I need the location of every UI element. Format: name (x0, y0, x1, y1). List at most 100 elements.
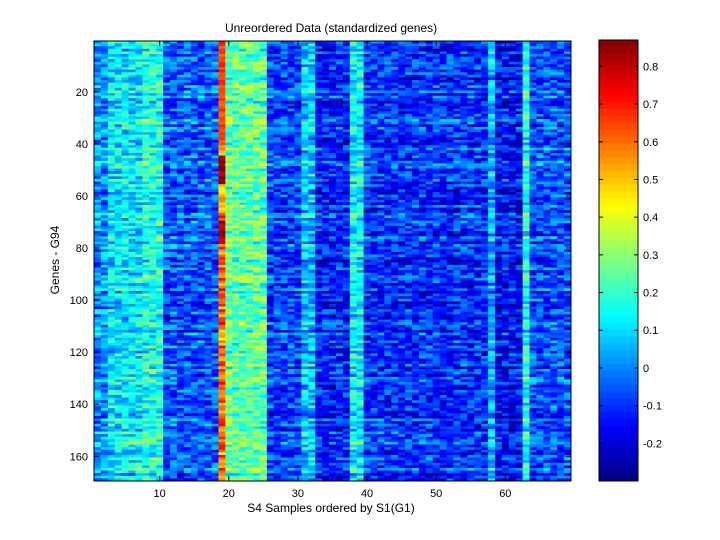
heatmap-cell (543, 98, 551, 102)
heatmap-cell (460, 207, 468, 211)
heatmap-cell (453, 129, 461, 133)
heatmap-cell (163, 116, 171, 120)
heatmap-cell (418, 103, 427, 107)
heatmap-cell (308, 77, 316, 81)
heatmap-cell (301, 134, 309, 138)
heatmap-cell (460, 59, 468, 63)
heatmap-cell (170, 54, 178, 58)
heatmap-cell (135, 67, 143, 71)
heatmap-cell (218, 64, 226, 68)
heatmap-cell (564, 67, 572, 71)
heatmap-cell (467, 155, 475, 159)
heatmap-cell (239, 85, 247, 89)
heatmap-cell (149, 202, 157, 206)
heatmap-cell (315, 171, 323, 175)
heatmap-cell (280, 77, 288, 81)
heatmap-cell (481, 160, 489, 164)
heatmap-cell (273, 139, 282, 143)
heatmap-cell (121, 126, 129, 130)
heatmap-cell (550, 220, 558, 224)
heatmap-cell (391, 87, 399, 91)
heatmap-cell (204, 181, 212, 185)
heatmap-cell (211, 41, 219, 44)
heatmap-cell (335, 80, 344, 84)
heatmap-cell (412, 225, 420, 229)
heatmap-cell (94, 228, 102, 232)
heatmap-cell (329, 186, 337, 190)
heatmap-cell (384, 134, 392, 138)
heatmap-cell (349, 129, 358, 133)
heatmap-cell (384, 155, 392, 159)
heatmap-cell (114, 93, 123, 97)
heatmap-cell (349, 171, 358, 175)
heatmap-cell (446, 155, 454, 159)
heatmap-cell (218, 54, 226, 58)
heatmap-cell (204, 171, 212, 175)
heatmap-cell (94, 113, 102, 117)
heatmap-cell (211, 54, 219, 58)
heatmap-cell (488, 189, 496, 193)
heatmap-cell (405, 82, 413, 86)
heatmap-cell (494, 98, 503, 102)
heatmap-cell (156, 218, 164, 222)
heatmap-cell (508, 139, 517, 143)
heatmap-cell (522, 59, 530, 63)
heatmap-cell (287, 77, 295, 81)
heatmap-cell (170, 51, 178, 55)
heatmap-cell (225, 168, 233, 172)
heatmap-cell (218, 100, 226, 104)
heatmap-cell (522, 111, 530, 115)
heatmap-cell (170, 103, 178, 107)
heatmap-cell (239, 152, 247, 156)
heatmap-cell (467, 129, 475, 133)
heatmap-cell (460, 124, 468, 128)
heatmap-cell (439, 129, 447, 133)
heatmap-cell (273, 77, 282, 81)
heatmap-cell (384, 129, 392, 133)
heatmap-cell (342, 134, 351, 138)
heatmap-cell (557, 126, 565, 130)
heatmap-cell (183, 113, 192, 117)
heatmap-cell (156, 205, 164, 209)
heatmap-cell (176, 132, 185, 136)
heatmap-cell (543, 51, 551, 55)
heatmap-cell (142, 129, 150, 133)
heatmap-cell (557, 139, 565, 143)
heatmap-cell (322, 56, 330, 60)
heatmap-cell (128, 215, 136, 219)
heatmap-cell (183, 87, 192, 91)
heatmap-cell (287, 223, 295, 227)
heatmap-cell (557, 69, 565, 73)
heatmap-cell (149, 116, 157, 120)
heatmap-cell (266, 103, 275, 107)
heatmap-cell (363, 205, 371, 209)
heatmap-cell (100, 124, 109, 128)
heatmap-cell (142, 189, 150, 193)
heatmap-cell (280, 150, 288, 154)
heatmap-cell (342, 142, 351, 146)
heatmap-cell (114, 126, 123, 130)
heatmap-cell (197, 80, 206, 84)
heatmap-cell (170, 46, 178, 50)
heatmap-cell (349, 178, 358, 182)
heatmap-cell (239, 77, 247, 81)
heatmap-cell (225, 95, 233, 99)
heatmap-cell (204, 210, 212, 214)
heatmap-cell (204, 186, 212, 190)
heatmap-cell (398, 225, 406, 229)
heatmap-cell (121, 152, 129, 156)
heatmap-cell (453, 98, 461, 102)
heatmap-cell (114, 142, 123, 146)
heatmap-cell (467, 132, 475, 136)
heatmap-cell (170, 87, 178, 91)
heatmap-cell (439, 218, 447, 222)
heatmap-cell (501, 113, 510, 117)
heatmap-cell (94, 121, 102, 125)
heatmap-cell (474, 95, 482, 99)
heatmap-cell (446, 74, 454, 78)
heatmap-cell (280, 119, 288, 123)
heatmap-cell (322, 202, 330, 206)
heatmap-cell (246, 184, 254, 188)
heatmap-cell (246, 215, 254, 219)
heatmap-cell (211, 116, 219, 120)
